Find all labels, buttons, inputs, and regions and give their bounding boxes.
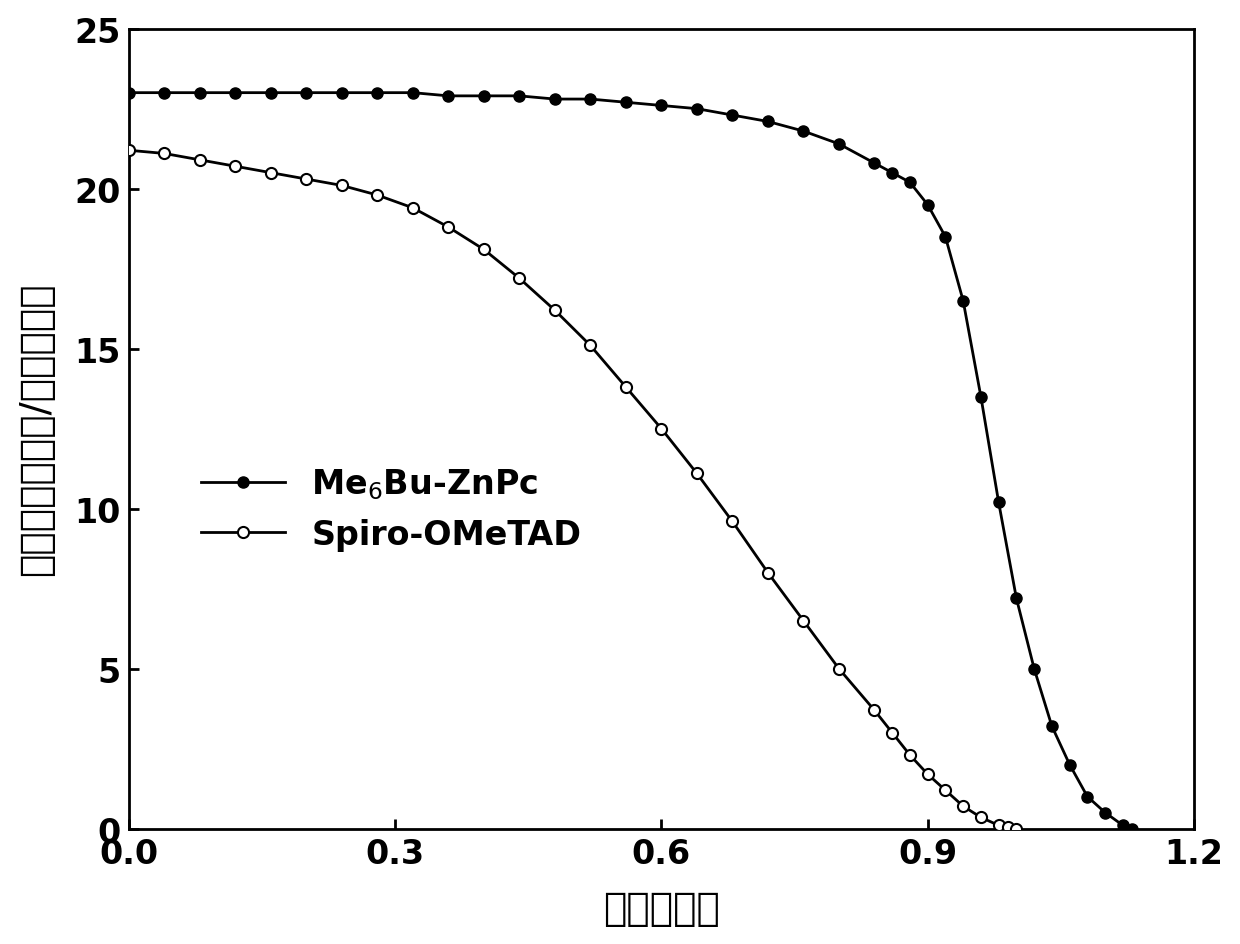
Y-axis label: 电流密度（毫安/平方厘米）: 电流密度（毫安/平方厘米） (16, 282, 55, 576)
X-axis label: 电压（伏）: 电压（伏） (603, 889, 719, 927)
Legend: Me$_6$Bu-ZnPc, Spiro-OMeTAD: Me$_6$Bu-ZnPc, Spiro-OMeTAD (188, 454, 595, 565)
